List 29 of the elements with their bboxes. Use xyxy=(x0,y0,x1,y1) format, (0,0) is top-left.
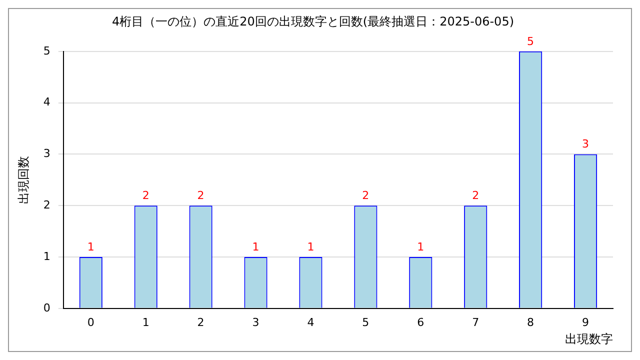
data-label: 2 xyxy=(142,188,150,202)
data-label: 2 xyxy=(472,188,480,202)
data-label: 2 xyxy=(197,188,204,202)
data-label: 1 xyxy=(417,240,424,254)
y-tick-label: 1 xyxy=(43,250,50,263)
y-tick-label: 5 xyxy=(43,44,50,58)
data-label: 1 xyxy=(87,240,94,254)
data-label: 5 xyxy=(527,34,534,48)
x-tick-label: 0 xyxy=(87,316,94,329)
x-tick-label: 1 xyxy=(142,316,150,329)
y-tick-label: 3 xyxy=(43,147,50,160)
y-tick-label: 2 xyxy=(43,198,50,212)
x-tick-label: 2 xyxy=(197,316,204,329)
x-axis-title: 出現数字 xyxy=(565,332,613,346)
y-tick-label: 0 xyxy=(43,301,50,314)
x-tick-label: 8 xyxy=(527,316,534,329)
x-tick-label: 5 xyxy=(362,316,370,329)
x-tick-label: 4 xyxy=(307,316,314,329)
data-label: 1 xyxy=(252,240,260,254)
y-axis-title: 出現回数 xyxy=(16,156,30,204)
data-label: 3 xyxy=(582,138,590,151)
x-tick-label: 9 xyxy=(582,316,590,329)
data-label: 2 xyxy=(362,188,370,202)
x-tick-label: 7 xyxy=(472,316,480,329)
chart-title: 4桁目（一の位）の直近20回の出現数字と回数(最終抽選日：2025-06-05) xyxy=(112,14,514,28)
x-tick-label: 6 xyxy=(417,316,424,329)
data-label: 1 xyxy=(307,240,314,254)
x-tick-label: 3 xyxy=(252,316,260,329)
y-tick-label: 4 xyxy=(43,96,50,109)
